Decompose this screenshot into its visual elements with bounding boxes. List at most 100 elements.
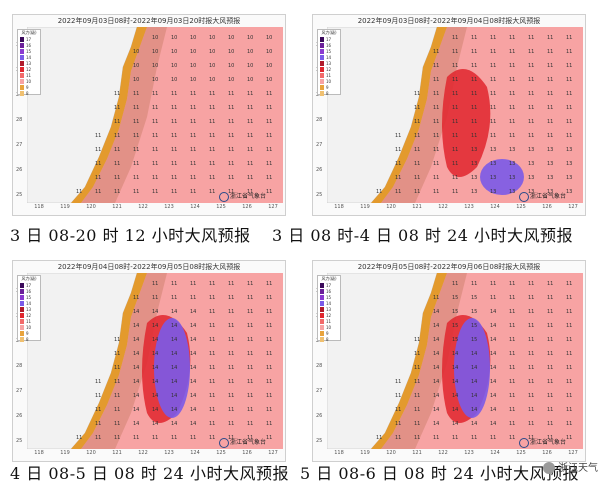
wind-value: 11 — [547, 105, 553, 111]
wind-value: 14 — [152, 407, 158, 413]
wind-value: 14 — [171, 337, 177, 343]
wind-value: 11 — [266, 379, 272, 385]
wind-value: 11 — [228, 295, 234, 301]
wind-value: 14 — [433, 407, 439, 413]
wind-value: 11 — [247, 435, 253, 441]
wind-value: 14 — [452, 351, 458, 357]
legend-entry: 9 — [318, 330, 340, 336]
legend-header: 风力(级) — [321, 276, 337, 281]
wind-value: 11 — [266, 119, 272, 125]
wind-value: 11 — [547, 119, 553, 125]
wind-value: 10 — [133, 63, 139, 69]
wind-value: 11 — [395, 407, 401, 413]
legend-entry: 16 — [318, 288, 340, 294]
wind-value: 11 — [266, 91, 272, 97]
wind-value: 11 — [566, 133, 572, 139]
wind-value: 11 — [190, 175, 196, 181]
wind-value: 14 — [471, 421, 477, 427]
wind-value: 13 — [547, 189, 553, 195]
wind-value: 11 — [114, 421, 120, 427]
wind-value: 11 — [547, 309, 553, 315]
wind-value: 10 — [133, 49, 139, 55]
wind-value: 11 — [509, 281, 515, 287]
wind-value: 10 — [228, 35, 234, 41]
legend-entry: 11 — [318, 72, 340, 78]
wind-value: 11 — [114, 147, 120, 153]
wind-value: 14 — [133, 323, 139, 329]
wind-value: 15 — [471, 295, 477, 301]
wind-value: 11 — [471, 435, 477, 441]
wind-value: 11 — [566, 105, 572, 111]
wind-value: 11 — [171, 91, 177, 97]
lon-tick: 118 — [34, 450, 44, 456]
wind-value: 11 — [76, 435, 82, 441]
wind-value: 11 — [152, 91, 158, 97]
wind-value: 11 — [566, 407, 572, 413]
wind-value: 11 — [452, 105, 458, 111]
wind-value: 11 — [414, 337, 420, 343]
wind-value: 13 — [528, 175, 534, 181]
legend-entry: 11 — [18, 318, 40, 324]
legend-entry: 13 — [18, 306, 40, 312]
wind-value: 11 — [490, 49, 496, 55]
lat-tick: 27 — [316, 142, 323, 148]
wind-value: 11 — [190, 295, 196, 301]
wind-value: 11 — [247, 147, 253, 153]
wind-value: 14 — [190, 421, 196, 427]
panel-title: 2022年09月03日08时-2022年09月04日08时报大风预报 — [357, 17, 541, 25]
lon-tick: 124 — [190, 450, 200, 456]
wind-value: 11 — [209, 435, 215, 441]
wind-value: 11 — [247, 119, 253, 125]
lat-tick: 26 — [316, 413, 323, 419]
wind-value: 11 — [471, 63, 477, 69]
wind-value: 11 — [266, 323, 272, 329]
wind-value: 11 — [133, 133, 139, 139]
wind-value: 11 — [228, 365, 234, 371]
wind-value: 14 — [133, 337, 139, 343]
wind-value: 11 — [547, 365, 553, 371]
wind-value: 11 — [228, 393, 234, 399]
wind-value: 11 — [228, 421, 234, 427]
wind-value: 11 — [490, 435, 496, 441]
wind-value: 11 — [266, 281, 272, 287]
legend-entry: 12 — [18, 66, 40, 72]
lat-tick: 27 — [316, 388, 323, 394]
wind-value: 11 — [547, 295, 553, 301]
wind-value: 10 — [171, 63, 177, 69]
wind-value: 11 — [471, 105, 477, 111]
wind-value: 11 — [266, 421, 272, 427]
wind-value: 11 — [266, 435, 272, 441]
wind-value: 11 — [547, 379, 553, 385]
wind-value: 14 — [171, 379, 177, 385]
wind-value: 14 — [433, 351, 439, 357]
legend-entry: 9 — [318, 84, 340, 90]
wind-value: 14 — [490, 421, 496, 427]
lon-tick: 123 — [464, 204, 474, 210]
lat-tick: 28 — [16, 117, 23, 123]
wind-value: 11 — [228, 105, 234, 111]
wind-value: 11 — [133, 105, 139, 111]
wind-value: 11 — [471, 91, 477, 97]
wind-value: 11 — [171, 295, 177, 301]
wind-value: 11 — [509, 295, 515, 301]
wind-value: 11 — [509, 77, 515, 83]
wind-value: 14 — [452, 407, 458, 413]
wind-value: 11 — [509, 63, 515, 69]
legend-entry: 12 — [318, 312, 340, 318]
forecast-panel-1: 2022年09月03日08时-2022年09月03日20时报大风预报 10 10 1… — [12, 14, 286, 216]
wind-value: 13 — [528, 161, 534, 167]
wind-value: 11 — [133, 435, 139, 441]
wind-value: 11 — [209, 105, 215, 111]
wind-value: 11 — [171, 175, 177, 181]
wind-value: 11 — [547, 49, 553, 55]
panel-title: 2022年09月05日08时-2022年09月06日08时报大风预报 — [357, 263, 541, 271]
wind-value: 10 — [266, 77, 272, 83]
wind-value: 11 — [490, 105, 496, 111]
lat-tick: 26 — [16, 413, 23, 419]
wind-value: 11 — [566, 91, 572, 97]
lon-tick: 119 — [360, 450, 370, 456]
wind-value: 11 — [509, 105, 515, 111]
wind-value: 11 — [414, 105, 420, 111]
red-core — [442, 69, 491, 177]
wind-value: 11 — [76, 189, 82, 195]
